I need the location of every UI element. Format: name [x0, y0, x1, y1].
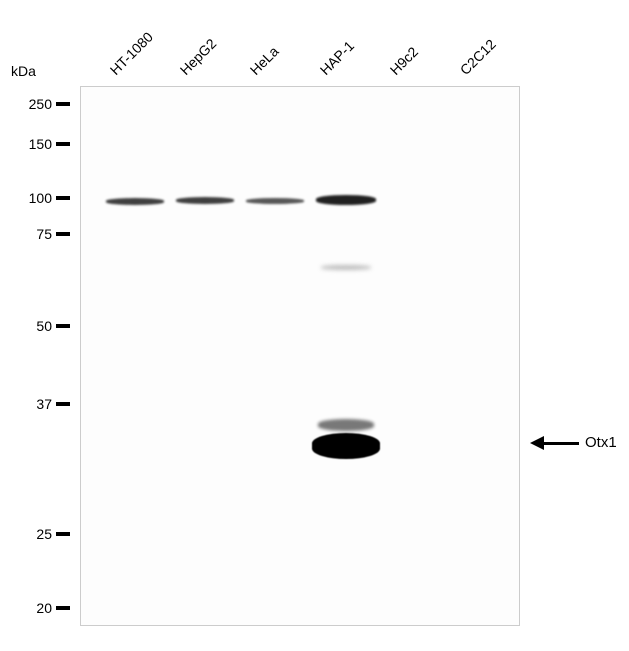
mw-marker-label: 250 [22, 96, 52, 112]
mw-marker-label: 50 [22, 318, 52, 334]
mw-marker-tick [56, 232, 70, 236]
mw-marker-tick [56, 196, 70, 200]
mw-marker-tick [56, 606, 70, 610]
mw-marker-label: 100 [22, 190, 52, 206]
protein-band [246, 198, 304, 204]
mw-marker-label: 37 [22, 396, 52, 412]
lane-label: C2C12 [457, 36, 499, 78]
protein-band [318, 419, 374, 431]
arrow-line [544, 442, 579, 445]
lane-label: HeLa [247, 43, 282, 78]
mw-marker-label: 150 [22, 136, 52, 152]
blot-membrane [80, 86, 520, 626]
target-protein-label: Otx1 [585, 434, 617, 451]
protein-band [312, 433, 380, 459]
target-arrow [530, 436, 579, 450]
protein-band [176, 197, 234, 204]
mw-marker-label: 20 [22, 600, 52, 616]
protein-band [316, 195, 376, 205]
mw-marker-tick [56, 532, 70, 536]
mw-marker-tick [56, 102, 70, 106]
lane-label: HT-1080 [107, 29, 156, 78]
mw-marker-label: 75 [22, 226, 52, 242]
mw-marker-tick [56, 402, 70, 406]
protein-band [321, 265, 371, 270]
lane-label: HepG2 [177, 35, 220, 78]
arrow-head-icon [530, 436, 544, 450]
mw-marker-label: 25 [22, 526, 52, 542]
lane-label: H9c2 [387, 44, 421, 78]
axis-unit-label: kDa [11, 63, 36, 79]
mw-marker-tick [56, 142, 70, 146]
mw-marker-tick [56, 324, 70, 328]
lane-label: HAP-1 [317, 38, 357, 78]
protein-band [106, 198, 164, 205]
